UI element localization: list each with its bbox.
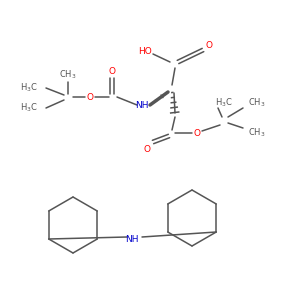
Text: CH$_3$: CH$_3$	[248, 127, 266, 139]
Text: H$_3$C: H$_3$C	[20, 82, 38, 94]
Text: O: O	[206, 40, 212, 50]
Text: O: O	[86, 92, 94, 101]
Text: NH: NH	[125, 236, 139, 244]
Text: NH: NH	[135, 100, 149, 109]
Text: CH$_3$: CH$_3$	[248, 97, 266, 109]
Text: H$_3$C: H$_3$C	[20, 102, 38, 114]
Text: O: O	[109, 67, 116, 76]
Text: O: O	[143, 145, 151, 154]
Text: HO: HO	[138, 47, 152, 56]
Text: O: O	[194, 128, 200, 137]
Text: H$_3$C: H$_3$C	[215, 97, 233, 109]
Text: CH$_3$: CH$_3$	[59, 69, 77, 81]
